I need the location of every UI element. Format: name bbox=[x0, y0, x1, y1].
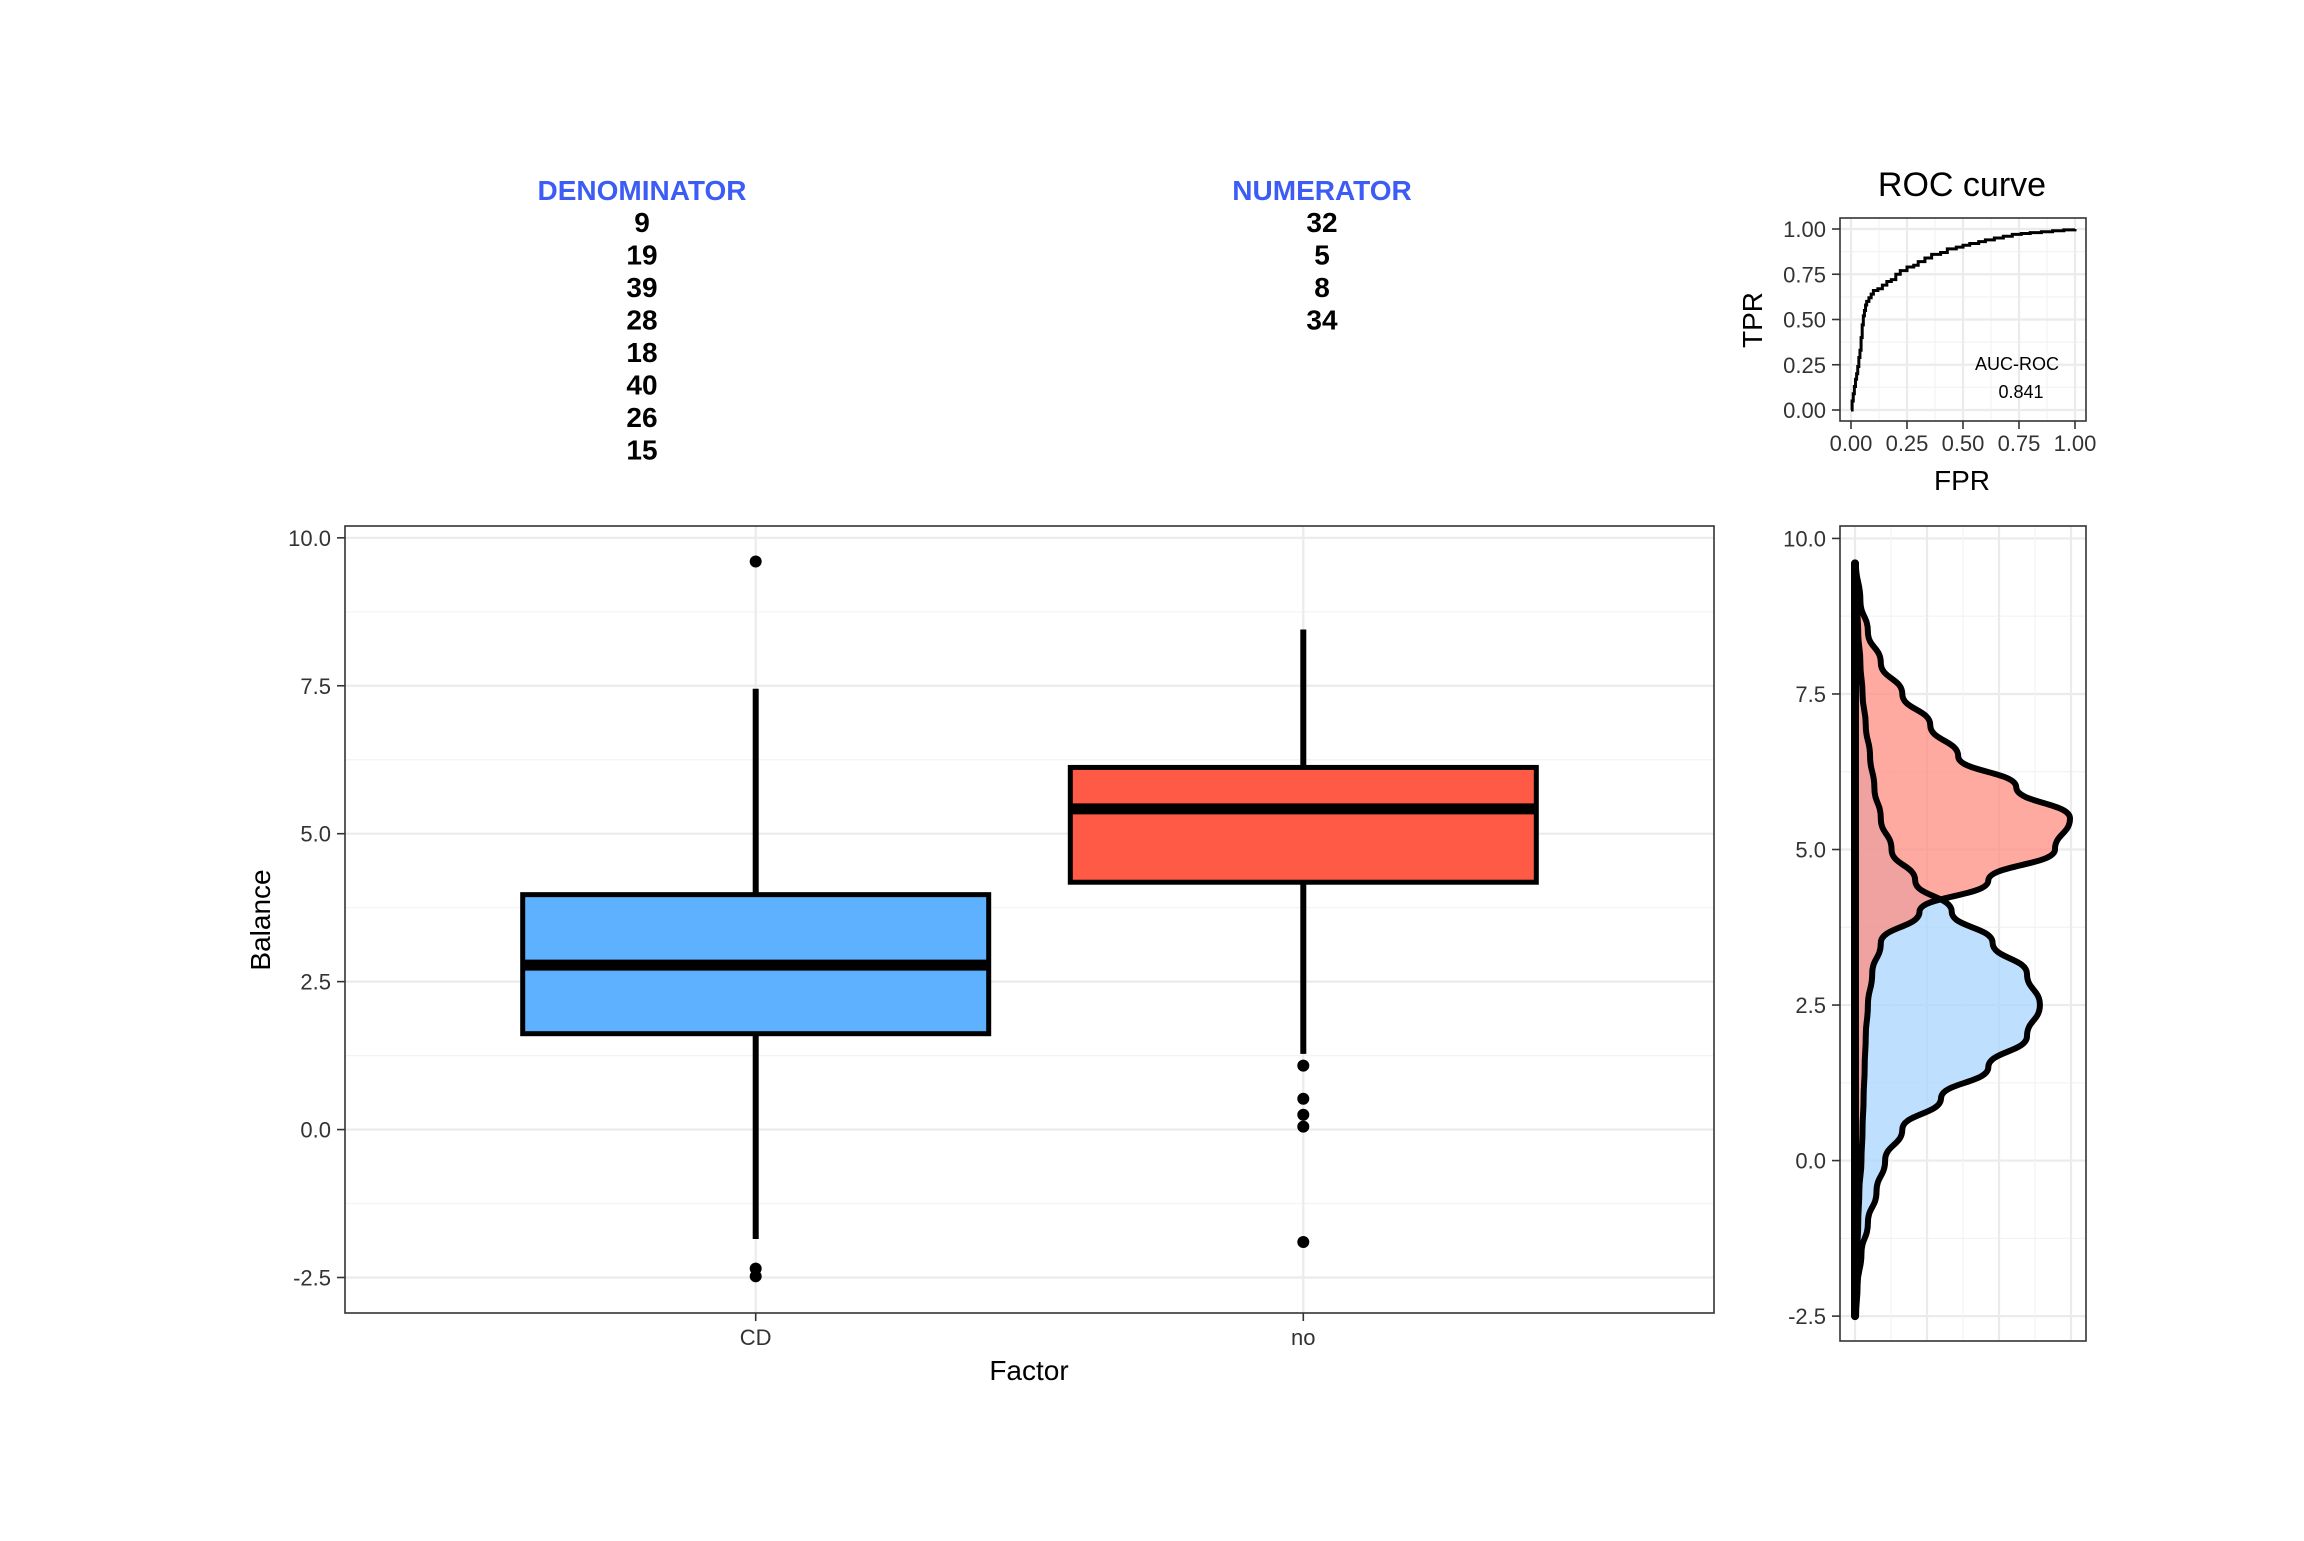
boxplot-y-tick-label: 10.0 bbox=[288, 526, 331, 551]
roc-curve-line bbox=[1850, 228, 2077, 412]
numerator-item: 34 bbox=[1306, 305, 1338, 336]
denominator-title: DENOMINATOR bbox=[538, 175, 747, 206]
boxplot-x-ticks: CD no bbox=[740, 1313, 1316, 1350]
denominator-item: 28 bbox=[626, 305, 657, 336]
boxplot-panel: -2.5 0.0 2.5 5.0 7.5 10.0 CD no Factor Balance bbox=[245, 525, 1715, 1386]
roc-y-tick-label: 0.25 bbox=[1783, 353, 1826, 378]
roc-x-tick-label: 1.00 bbox=[2054, 431, 2097, 456]
box-outlier-point bbox=[1297, 1120, 1310, 1133]
roc-x-tick-label: 0.50 bbox=[1942, 431, 1985, 456]
denominator-item: 18 bbox=[626, 337, 657, 368]
roc-x-tick-label: 0.25 bbox=[1886, 431, 1929, 456]
boxplot-y-ticks: -2.5 0.0 2.5 5.0 7.5 10.0 bbox=[288, 526, 345, 1290]
density-outline bbox=[1852, 560, 2073, 1320]
numerator-item: 8 bbox=[1314, 272, 1330, 303]
boxplot-y-axis-title: Balance bbox=[245, 869, 276, 970]
density-y-tick-label: 2.5 bbox=[1795, 993, 1826, 1018]
roc-x-axis-title: FPR bbox=[1934, 465, 1990, 496]
auc-roc-value: 0.841 bbox=[1998, 382, 2043, 402]
roc-y-tick-label: 0.50 bbox=[1783, 308, 1826, 333]
roc-y-tick-label: 0.75 bbox=[1783, 262, 1826, 287]
density-area bbox=[1855, 563, 2070, 1317]
boxplot-y-tick-label: 0.0 bbox=[300, 1118, 331, 1143]
numerator-item: 5 bbox=[1314, 240, 1330, 271]
boxplot-marks bbox=[520, 555, 1539, 1283]
boxplot-y-tick-label: 5.0 bbox=[300, 822, 331, 847]
denominator-item: 26 bbox=[626, 402, 657, 433]
numerator-item: 32 bbox=[1306, 207, 1337, 238]
density-y-ticks: -2.5 0.0 2.5 5.0 7.5 10.0 bbox=[1783, 526, 1840, 1329]
roc-y-axis-title: TPR bbox=[1737, 292, 1768, 348]
denominator-item: 9 bbox=[634, 207, 650, 238]
box-outlier-point bbox=[1297, 1092, 1310, 1105]
auc-roc-label: AUC-ROC bbox=[1975, 354, 2059, 374]
boxplot-x-tick-label: CD bbox=[740, 1325, 772, 1350]
roc-grid bbox=[1840, 218, 2086, 421]
density-outline bbox=[1852, 560, 2043, 1320]
box-outlier-point bbox=[749, 555, 762, 568]
density-panel: -2.5 0.0 2.5 5.0 7.5 10.0 bbox=[1783, 525, 2087, 1342]
density-y-tick-label: 10.0 bbox=[1783, 526, 1826, 551]
density-marks bbox=[1851, 559, 2073, 1321]
boxplot-x-axis-title: Factor bbox=[989, 1355, 1068, 1386]
denominator-item: 15 bbox=[626, 435, 657, 466]
box-outlier-point bbox=[1297, 1059, 1310, 1072]
roc-title: ROC curve bbox=[1878, 166, 2046, 204]
roc-x-tick-label: 0.00 bbox=[1830, 431, 1873, 456]
roc-y-tick-label: 1.00 bbox=[1783, 217, 1826, 242]
boxplot-y-tick-label: 2.5 bbox=[300, 970, 331, 995]
boxplot-y-tick-label: 7.5 bbox=[300, 674, 331, 699]
roc-x-tick-label: 0.75 bbox=[1998, 431, 2041, 456]
denominator-item: 40 bbox=[626, 370, 657, 401]
denominator-item: 39 bbox=[626, 272, 657, 303]
box-outlier-point bbox=[1297, 1108, 1310, 1121]
density-y-tick-label: 7.5 bbox=[1795, 682, 1826, 707]
density-border bbox=[1839, 525, 2087, 1342]
density-y-tick-label: 0.0 bbox=[1795, 1149, 1826, 1174]
denominator-item: 19 bbox=[626, 240, 657, 271]
density-y-tick-label: 5.0 bbox=[1795, 838, 1826, 863]
numerator-title: NUMERATOR bbox=[1232, 175, 1411, 206]
roc-y-ticks: 0.00 0.25 0.50 0.75 1.00 bbox=[1783, 217, 1840, 423]
box-outlier-point bbox=[1297, 1235, 1310, 1248]
boxplot-y-tick-label: -2.5 bbox=[293, 1265, 331, 1290]
box-outlier-point bbox=[749, 1270, 762, 1283]
roc-panel: ROC curve AUC-ROC 0.841 0.00 0.25 0.50 0.75… bbox=[1737, 166, 2096, 496]
boxplot-border bbox=[344, 525, 1715, 1314]
roc-y-tick-label: 0.00 bbox=[1783, 398, 1826, 423]
density-y-tick-label: -2.5 bbox=[1788, 1304, 1826, 1329]
box-iqr bbox=[1067, 764, 1539, 885]
boxplot-x-tick-label: no bbox=[1291, 1325, 1315, 1350]
roc-x-ticks: 0.00 0.25 0.50 0.75 1.00 bbox=[1830, 421, 2097, 456]
